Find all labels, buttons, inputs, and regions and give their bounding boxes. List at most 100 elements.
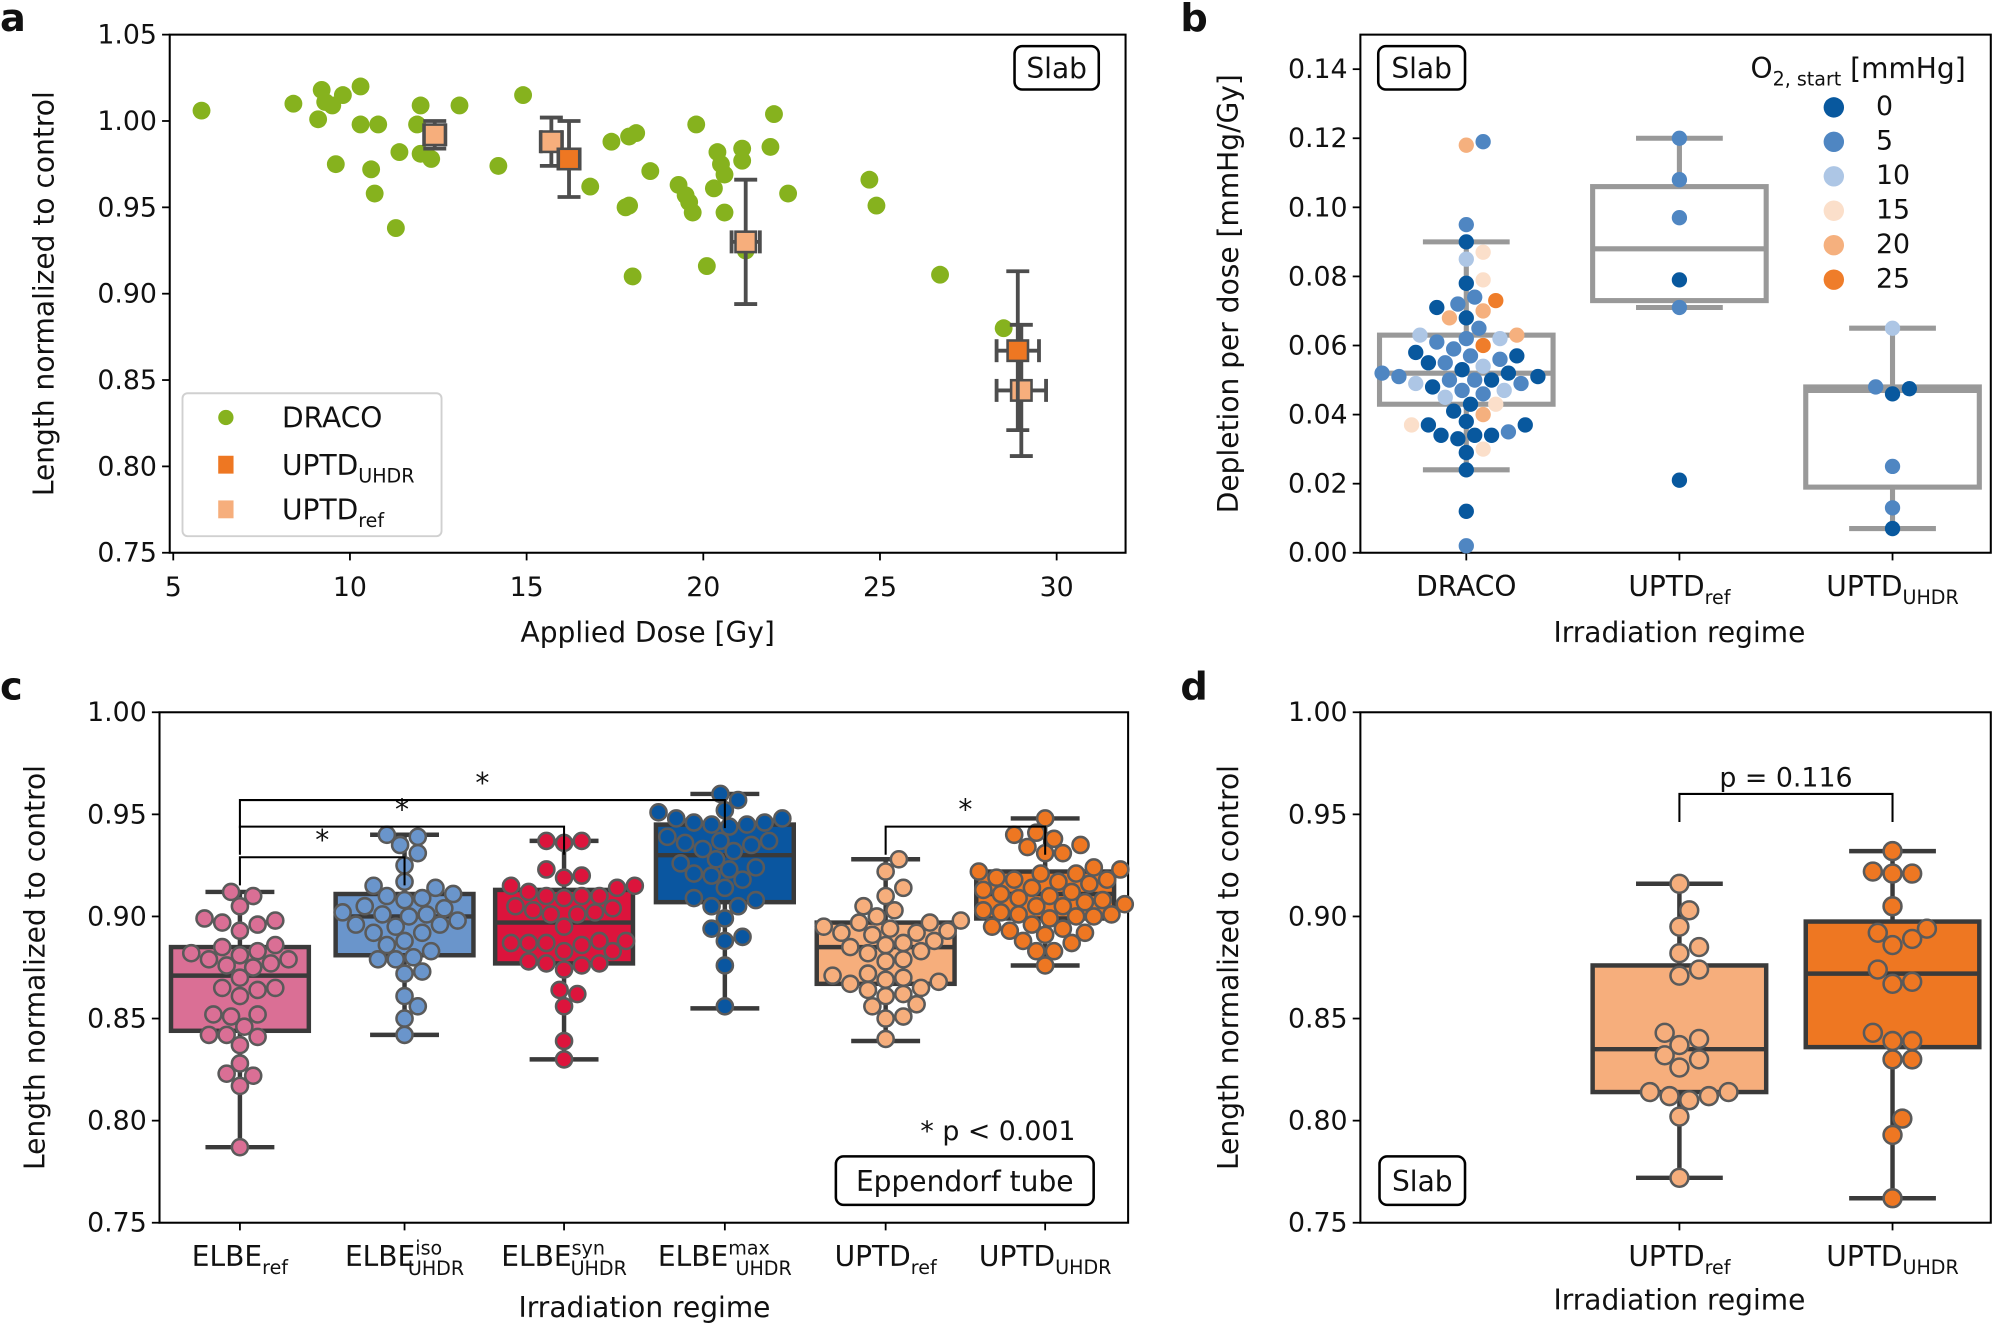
draco-point: [489, 156, 508, 175]
label-base: UPTD: [282, 449, 358, 482]
draco-point: [351, 115, 370, 134]
legend-label: 25: [1876, 263, 1910, 294]
x-tick-label: DRACO: [1416, 570, 1516, 603]
data-point: [684, 864, 704, 883]
draco-point: [581, 177, 600, 196]
data-point: [554, 917, 574, 936]
data-point: [399, 907, 419, 926]
data-point: [1458, 503, 1474, 519]
data-point: [1027, 941, 1046, 961]
data-point: [230, 968, 250, 988]
data-point: [395, 1009, 414, 1028]
legend-marker-draco: [218, 409, 234, 426]
data-point: [1022, 878, 1042, 898]
data-point: [1450, 431, 1466, 447]
box-group: UPTDref: [814, 849, 971, 1279]
legend-label: 0: [1876, 91, 1893, 122]
x-tick-label: 10: [333, 572, 367, 603]
box-group: UPTDUHDR: [1803, 320, 1982, 609]
data-point: [1075, 923, 1095, 943]
box-group: ELBEiso UHDR: [333, 825, 476, 1280]
data-point: [537, 860, 556, 879]
data-point: [248, 941, 267, 961]
data-point: [1408, 344, 1424, 361]
y-tick-label: 0.95: [97, 192, 157, 223]
data-point: [1004, 870, 1024, 890]
data-point: [230, 921, 250, 941]
draco-point: [867, 196, 886, 215]
data-point: [417, 905, 436, 924]
significance-note: * p < 0.001: [920, 1116, 1075, 1147]
data-point: [746, 858, 766, 877]
x-tick-label: ELBEiso UHDR: [345, 1237, 464, 1280]
data-point: [1530, 368, 1546, 385]
draco-point: [715, 203, 734, 222]
data-point: [1009, 905, 1028, 924]
data-point: [1458, 538, 1474, 554]
legend-frame: [181, 392, 443, 538]
x-tick-label: 25: [863, 572, 897, 603]
data-point: [519, 933, 538, 953]
data-point: [1009, 888, 1028, 908]
data-point: [346, 915, 366, 934]
data-point: [719, 860, 739, 879]
data-point: [217, 1064, 236, 1083]
label-base: DRACO: [282, 402, 382, 435]
y-tick-label: 1.00: [87, 697, 147, 728]
uptd-uhdr-point: [1006, 339, 1030, 363]
significance-label: *: [475, 766, 489, 799]
data-point: [1882, 1049, 1903, 1070]
data-point: [706, 849, 726, 869]
uptd-uhdr-point: [557, 147, 581, 171]
x-axis-label: Applied Dose [Gy]: [521, 616, 775, 649]
data-point: [1901, 863, 1923, 884]
data-point: [1049, 872, 1068, 892]
data-point: [1671, 172, 1688, 188]
data-point: [1669, 1167, 1690, 1189]
data-point: [1441, 372, 1458, 388]
data-point: [973, 901, 993, 920]
draco-point: [627, 124, 646, 143]
legend-marker-uptd-ref: [218, 500, 234, 519]
data-point: [1884, 520, 1901, 537]
legend-marker: [1823, 269, 1845, 290]
data-point: [885, 901, 904, 920]
data-point: [711, 831, 730, 851]
data-point: [1868, 379, 1884, 395]
data-point: [1884, 500, 1901, 516]
x-tick-label: 30: [1040, 572, 1074, 603]
data-point: [666, 809, 686, 828]
data-point: [854, 896, 873, 916]
data-point: [1458, 330, 1474, 347]
data-point: [823, 966, 842, 985]
data-point: [1084, 858, 1104, 877]
data-point: [876, 952, 895, 971]
data-point: [412, 888, 432, 908]
data-point: [212, 978, 232, 998]
slab-annotation-box: [1376, 44, 1467, 91]
draco-point: [386, 219, 405, 237]
data-point: [1882, 1030, 1903, 1052]
data-point: [715, 909, 735, 928]
data-point: [1420, 417, 1437, 433]
data-point: [501, 933, 521, 953]
data-point: [1467, 372, 1483, 388]
panel-b: 0.00 0.02 0.04 0.06 0.08 0.10 0.12 0.14 Depletio…: [1212, 33, 1992, 649]
data-point: [1062, 933, 1082, 953]
data-point: [1882, 840, 1903, 862]
data-point: [1669, 916, 1690, 937]
data-point: [1916, 918, 1938, 939]
label-base: DRACO: [1416, 570, 1516, 603]
x-tick-label: UPTDUHDR: [979, 1240, 1111, 1279]
box-group: UPTDref: [1590, 873, 1769, 1279]
data-point: [1500, 365, 1517, 381]
significance-bracket: [238, 825, 566, 855]
x-tick-label: 20: [686, 572, 720, 603]
data-point: [1458, 310, 1474, 326]
data-point: [1654, 1045, 1675, 1066]
draco-point: [616, 198, 635, 217]
data-point: [395, 890, 414, 910]
significance-label: *: [958, 793, 972, 826]
